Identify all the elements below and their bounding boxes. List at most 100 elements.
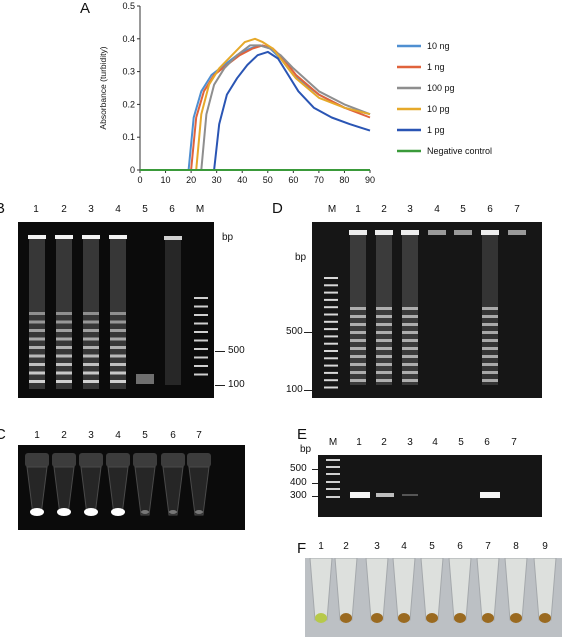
gel-ladder-band [110,363,126,366]
gel-marker-band [194,314,208,316]
tube-body [476,557,500,621]
gel-primer-band [136,374,154,384]
panel-d-lane-label: 7 [514,204,520,215]
gel-well-band [454,230,472,235]
y-axis-label: Absorbance (turbidity) [98,46,108,129]
gel-ladder-band [110,346,126,349]
tube-reaction-color [482,613,494,623]
gel-marker-band [194,305,208,308]
x-tick-label: 20 [186,175,196,185]
gel-ladder-band [350,307,366,310]
tube-cap [79,453,103,467]
gel-ladder-band [376,331,392,334]
tube-body [420,557,444,621]
gel-ladder-band [56,371,72,375]
gel-ladder-band [350,355,366,358]
gel-ladder-band [83,337,99,341]
panel-e-tick-300 [312,496,318,497]
panel-e-tick-400 [312,483,318,484]
tube-body [365,557,389,621]
gel-ladder-band [350,363,366,366]
legend-label: 1 ng [427,62,445,72]
panel-c-tube-image [18,445,245,530]
tube-body [188,466,210,516]
gel-marker-band [324,313,338,316]
tube-body [53,466,75,516]
panel-d-lane-label: 1 [355,204,361,215]
x-tick-label: 80 [339,175,349,185]
series-line-1-pg [140,50,371,171]
tube-fluorescence [195,510,203,514]
gel-ladder-band [482,323,498,326]
panel-e-lane-label: 4 [432,437,438,448]
gel-marker-band [324,291,338,294]
gel-ladder-band [29,363,45,366]
panel-c-lane-label: 7 [196,430,202,441]
panel-f-lane-label: 6 [457,541,463,552]
gel-ladder-band [402,323,418,326]
panel-b-lane-label: 2 [61,204,67,215]
gel-ladder-band [376,323,392,326]
gel-ladder-band [29,380,45,383]
panel-d-marker-100: 100 [286,384,303,395]
gel-ladder-band [402,315,418,318]
gel-ladder-band [482,307,498,310]
tube-cap [106,453,130,467]
panel-b-lane-label: M [195,204,205,215]
panel-d-lane-label: M [327,204,337,215]
panel-e-lane-label: 7 [511,437,517,448]
x-tick-label: 50 [263,175,273,185]
panel-f-lane-label: 3 [374,541,380,552]
tube-reaction-color [371,613,383,623]
panel-e-bp-unit: bp [300,444,312,455]
series-line-100-pg [140,44,371,171]
panel-f-tube-photo [305,557,562,637]
gel-ladder-band [376,363,392,366]
panel-b-lane-label: 5 [142,204,148,215]
gel-ladder-band [376,355,392,358]
tube-fluorescence [169,510,177,514]
gel-ladder-band [29,371,45,375]
series-line-10-ng [140,44,371,171]
gel-ladder-band [29,312,45,315]
gel-well-band [349,230,367,235]
tube-reaction-color [426,613,438,623]
gel-marker-band [194,348,208,350]
gel-marker-band [324,284,338,287]
panel-f-lane-label: 8 [513,541,519,552]
gel-ladder-band [83,354,99,358]
gel-ladder-band [83,312,99,315]
tube-body [334,557,358,621]
tube-reaction-color [340,613,352,623]
panel-c-lane-label: 3 [88,430,94,441]
gel-well-band [28,235,46,239]
gel-ladder-band [350,331,366,334]
gel-marker-band [326,496,340,498]
x-tick-label: 0 [137,175,142,185]
gel-marker-band [326,473,340,475]
gel-ladder-band [402,371,418,374]
legend-label: 100 pg [427,83,455,93]
gel-well-band [164,236,182,240]
panel-c-lane-label: 5 [142,430,148,441]
gel-marker-band [324,328,338,331]
panel-b-tick-100 [215,385,225,386]
panel-f-label: F [297,540,307,557]
panel-b-gel [18,222,214,398]
gel-ladder-band [402,307,418,310]
gel-ladder-band [350,379,366,382]
panel-a-chart: 0 10 20 30 40 50 60 70 80 90 0 0.1 0.2 0.3 0.4 0.5 Absor… [98,1,492,185]
gel-well-band [508,230,526,235]
panel-b-marker-500: 500 [228,345,245,356]
gel-marker-band [194,322,208,325]
panel-e-lane-label: M [328,437,338,448]
tube-cap [25,453,49,467]
panel-a-label: A [80,0,91,17]
x-tick-label: 40 [237,175,247,185]
gel-ladder-band [56,363,72,366]
gel-ladder-band [110,337,126,341]
gel-ladder-band [56,329,72,332]
gel-ladder-band [83,346,99,349]
panel-d-tick-500 [304,332,312,333]
gel-ladder-band [29,329,45,332]
